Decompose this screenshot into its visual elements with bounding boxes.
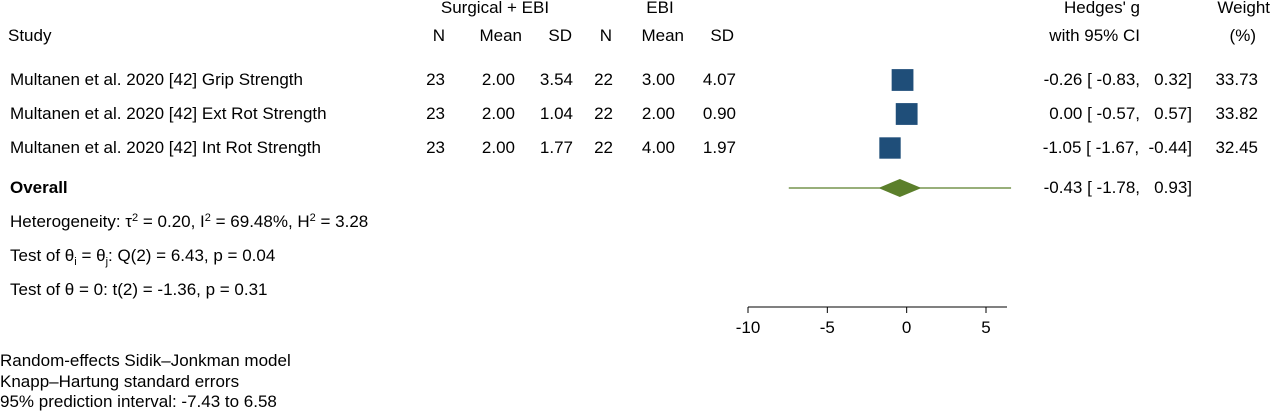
mean1-value: 2.00 [481,138,515,157]
sd1-value: 1.77 [539,138,573,157]
sd1-value: 3.54 [539,70,573,89]
ci-value: -1.05 [ -1.67, -0.44] [1042,138,1192,157]
q-test-text: Test of θi = θj: Q(2) = 6.43, p = 0.04 [10,246,276,268]
mean2-header: Mean [641,26,684,45]
mean1-value: 2.00 [481,70,515,89]
x-tick-label: -5 [820,318,835,337]
sd2-value: 0.90 [702,104,736,123]
weight-unit-header: (%) [1229,26,1256,45]
footnote-errors: Knapp–Hartung standard errors [0,372,240,391]
study-square [891,69,914,91]
x-tick-label: 0 [902,318,911,337]
mean2-value: 4.00 [641,138,675,157]
n1-header: N [432,26,445,45]
group2-header: EBI [646,0,674,17]
sd2-header: SD [710,26,734,45]
sd1-header: SD [548,26,572,45]
n1-value: 23 [426,70,445,89]
mean2-value: 2.00 [641,104,675,123]
n1-value: 23 [426,104,445,123]
mean1-header: Mean [479,26,522,45]
study-header: Study [8,26,52,45]
n1-value: 23 [426,138,445,157]
ci-header: with 95% CI [1049,26,1140,45]
weight-value: 32.45 [1215,138,1258,157]
sd2-value: 4.07 [702,70,736,89]
group1-header: Surgical + EBI [440,0,550,17]
study-square [895,103,918,125]
n2-value: 22 [594,138,613,157]
overall-label: Overall [10,178,68,197]
ci-value: -0.26 [ -0.83, 0.32] [1043,70,1192,89]
theta-test-text: Test of θ = 0: t(2) = -1.36, p = 0.31 [10,280,268,299]
footnote-prediction: 95% prediction interval: -7.43 to 6.58 [0,392,277,411]
weight-value: 33.73 [1215,70,1258,89]
sd2-value: 1.97 [702,138,736,157]
weight-header: Weight [1217,0,1270,17]
n2-value: 22 [594,104,613,123]
weight-value: 33.82 [1215,104,1258,123]
mean2-value: 3.00 [641,70,675,89]
study-name: Multanen et al. 2020 [42] Grip Strength [10,70,303,89]
study-name: Multanen et al. 2020 [42] Ext Rot Streng… [10,104,327,123]
n2-value: 22 [594,70,613,89]
overall-diamond [878,179,922,197]
mean1-value: 2.00 [481,104,515,123]
overall-ci-value: -0.43 [ -1.78, 0.93] [1043,178,1192,197]
study-name: Multanen et al. 2020 [42] Int Rot Streng… [10,138,321,157]
n2-header: N [599,26,612,45]
study-square [879,137,901,159]
x-tick-label: 5 [981,318,990,337]
x-tick-label: -10 [736,318,761,337]
footnote-model: Random-effects Sidik–Jonkman model [0,351,291,370]
heterogeneity-text: Heterogeneity: τ2 = 0.20, I2 = 69.48%, H… [10,212,369,231]
hedges-header: Hedges' g [1063,0,1140,17]
sd1-value: 1.04 [539,104,573,123]
ci-value: 0.00 [ -0.57, 0.57] [1049,104,1192,123]
